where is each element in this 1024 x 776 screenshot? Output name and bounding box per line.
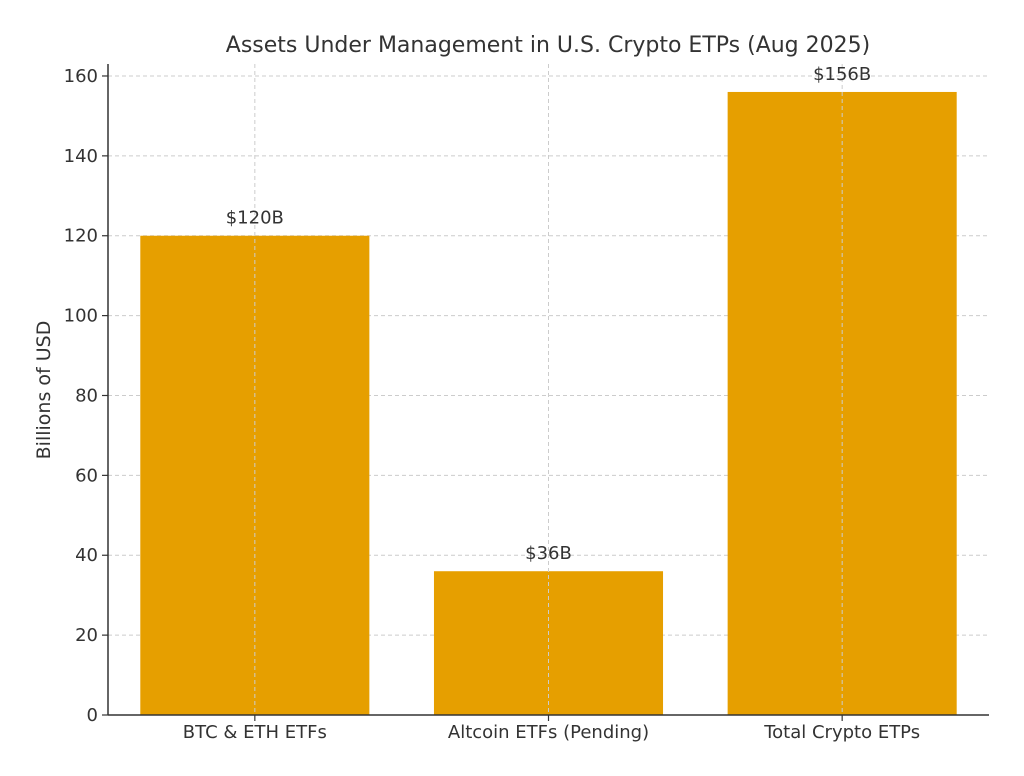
bar-value-label: $36B [525,543,572,564]
y-tick-label: 160 [64,66,98,87]
x-tick-label: Total Crypto ETPs [763,722,920,743]
y-tick-label: 80 [75,385,98,406]
y-tick-label: 0 [87,705,98,726]
x-tick-label: Altcoin ETFs (Pending) [448,722,649,743]
y-tick-label: 140 [64,146,98,167]
y-tick-label: 40 [75,545,98,566]
y-tick-label: 120 [64,226,98,247]
chart-title: Assets Under Management in U.S. Crypto E… [226,33,870,58]
data-labels: $120B $36B $156B [226,64,872,564]
bar [140,235,370,715]
bars [140,91,957,716]
y-ticks: 0 20 40 60 80 100 120 140 160 [64,66,108,726]
x-tick-label: BTC & ETH ETFs [183,722,327,743]
y-tick-label: 60 [75,465,98,486]
bar [433,571,664,715]
bar-value-label: $156B [813,64,871,85]
x-ticks: BTC & ETH ETFs Altcoin ETFs (Pending) Tota… [183,715,920,743]
bar-value-label: $120B [226,208,284,229]
y-tick-label: 100 [64,306,98,327]
y-axis-label: Billions of USD [33,321,55,460]
vertical-grid-lines [254,64,843,715]
y-tick-label: 20 [75,625,98,646]
